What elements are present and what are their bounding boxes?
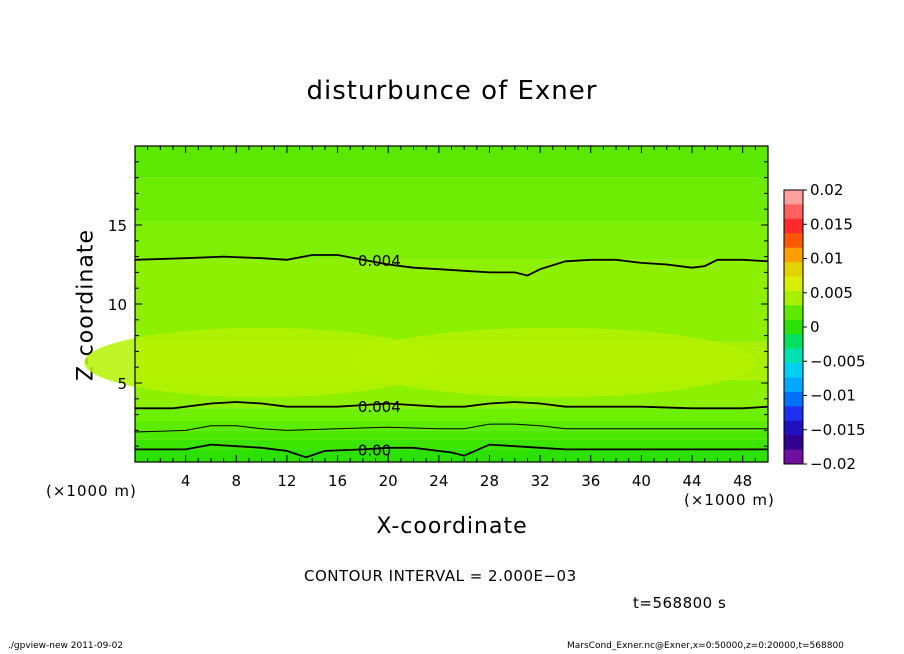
field-maximum-left bbox=[84, 327, 439, 398]
x-axis-unit: (×1000 m) bbox=[684, 491, 775, 509]
contour-label: 0.00 bbox=[358, 441, 391, 459]
footer-program: ./gpview-new 2011-09-02 bbox=[8, 641, 124, 651]
time-stamp: t=568800 s bbox=[633, 594, 727, 612]
contour-line bbox=[135, 443, 768, 459]
x-tick-label: 20 bbox=[379, 472, 398, 490]
contour-line bbox=[134, 254, 769, 277]
field-band bbox=[135, 439, 768, 450]
colorbar-cell bbox=[784, 363, 803, 378]
colorbar-cell bbox=[784, 420, 803, 436]
x-tick-label: 36 bbox=[581, 472, 600, 490]
x-tick-label: 24 bbox=[429, 472, 448, 490]
colorbar-label: −0.015 bbox=[810, 421, 866, 439]
field-band bbox=[135, 420, 768, 431]
colorbar-label: −0.02 bbox=[810, 455, 856, 473]
colorbar-cell bbox=[784, 319, 803, 335]
x-tick-label: 4 bbox=[181, 472, 191, 490]
field-band bbox=[135, 146, 768, 178]
x-axis-label: X-coordinate bbox=[376, 514, 528, 539]
colorbar-cell bbox=[784, 348, 803, 364]
colorbar-label: 0.02 bbox=[810, 181, 843, 199]
colorbar-cell bbox=[784, 233, 803, 249]
field-band bbox=[135, 408, 768, 421]
colorbar-cell bbox=[784, 449, 803, 465]
field-band bbox=[135, 221, 768, 260]
colorbar-cell bbox=[784, 435, 803, 451]
chart-title: disturbunce of Exner bbox=[306, 76, 598, 106]
x-tick-label: 8 bbox=[232, 472, 242, 490]
contour-label: 0.004 bbox=[358, 398, 401, 416]
colorbar-label: 0.01 bbox=[810, 250, 843, 268]
colorbar-cell bbox=[784, 204, 803, 220]
colorbar-label: −0.01 bbox=[810, 387, 856, 405]
x-tick-label: 40 bbox=[632, 472, 651, 490]
colorbar-cell bbox=[784, 218, 803, 234]
colorbar-cell bbox=[784, 377, 803, 393]
x-tick-label: 44 bbox=[682, 472, 701, 490]
field-band bbox=[135, 430, 768, 440]
colorbar-cell bbox=[784, 247, 803, 263]
colorbar-label: 0 bbox=[810, 318, 820, 336]
x-tick-label: 28 bbox=[480, 472, 499, 490]
colorbar-cell bbox=[784, 276, 803, 292]
colorbar-cell bbox=[784, 305, 803, 321]
x-tick-label: 16 bbox=[328, 472, 347, 490]
x-tick-label: 48 bbox=[733, 472, 752, 490]
y-tick-label: 15 bbox=[108, 217, 127, 235]
contour-line bbox=[135, 401, 769, 410]
contour-interval-note: CONTOUR INTERVAL = 2.000E−03 bbox=[304, 567, 577, 585]
colorbar-cell bbox=[784, 334, 803, 350]
field-maximum-right bbox=[350, 327, 756, 398]
colorbar-label: 0.005 bbox=[810, 284, 853, 302]
colorbar-label: 0.015 bbox=[810, 215, 853, 233]
y-tick-label: 5 bbox=[117, 375, 127, 393]
colorbar-cell bbox=[784, 262, 803, 278]
colorbar-cell bbox=[784, 290, 803, 306]
field-band bbox=[135, 177, 768, 222]
colorbar-cell bbox=[784, 391, 803, 407]
y-tick-label: 10 bbox=[108, 296, 127, 314]
x-tick-label: 12 bbox=[277, 472, 296, 490]
y-axis-unit: (×1000 m) bbox=[46, 482, 137, 500]
x-tick-label: 32 bbox=[531, 472, 550, 490]
contour-label: 0.004 bbox=[358, 252, 401, 270]
colorbar-label: −0.005 bbox=[810, 352, 866, 370]
colorbar-cell bbox=[784, 190, 803, 205]
contour-line bbox=[134, 423, 768, 433]
footer-source: MarsCond_Exner.nc@Exner,x=0:50000,z=0:20… bbox=[567, 641, 844, 651]
colorbar-cell bbox=[784, 406, 803, 422]
